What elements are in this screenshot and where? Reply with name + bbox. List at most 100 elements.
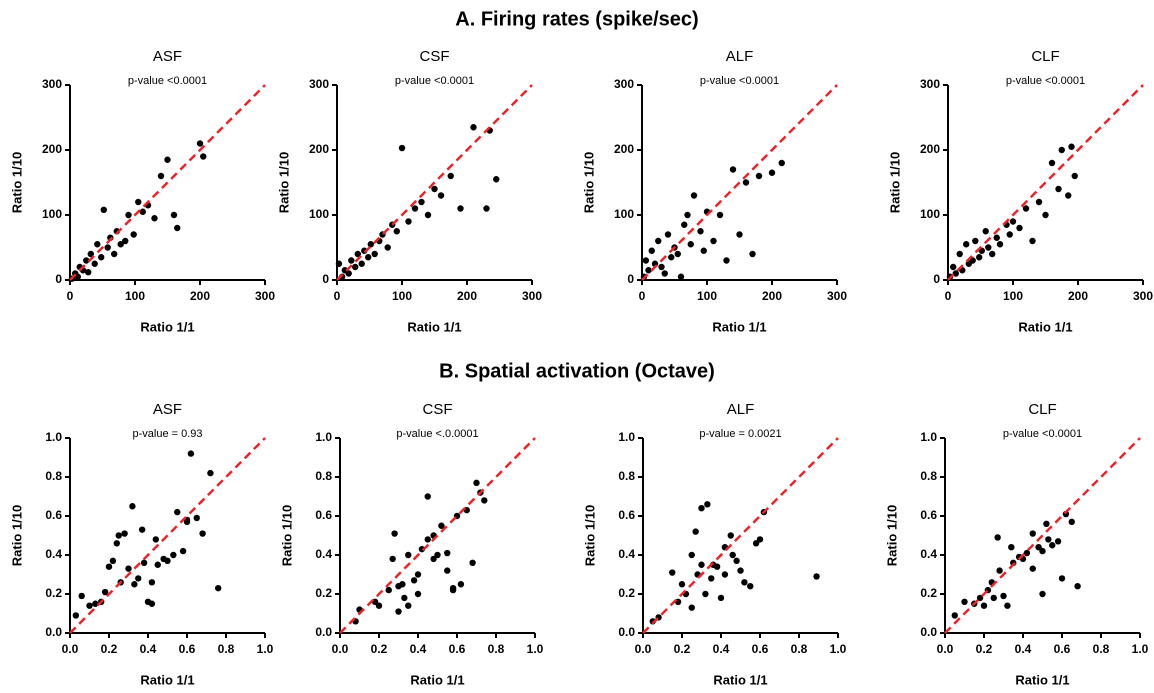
data-point [1008,544,1015,551]
panel-title: CLF [1031,48,1059,65]
data-point [1058,146,1065,154]
data-point [164,557,171,565]
data-point [756,536,764,543]
y-axis-label: Ratio 1/10 [582,505,597,566]
x-axis-label: Ratio 1/1 [140,319,194,334]
y-tick-label: 0.6 [920,508,937,522]
y-tick-label: 300 [309,77,329,91]
data-point [348,257,355,264]
p-value: p-value <0.0001 [1006,75,1085,87]
x-tick-label: 100 [697,289,717,303]
data-point [648,247,655,254]
x-tick-label: 0.8 [1093,642,1110,656]
data-point [741,579,748,586]
data-point [345,270,352,277]
data-point [697,228,704,235]
y-tick-label: 100 [309,207,329,221]
y-tick-label: 0.0 [45,625,62,639]
y-tick-label: 0.4 [920,547,937,561]
x-tick-label: 300 [1133,289,1153,303]
section-heading: A. Firing rates (spike/sec) [455,8,698,30]
data-point [1068,143,1075,150]
identity-line [944,437,1141,634]
data-point [1004,602,1011,609]
data-point [976,254,983,261]
x-axis-label: Ratio 1/1 [712,319,766,334]
data-point [994,534,1001,541]
data-point [135,575,142,582]
data-point [187,450,195,457]
data-point [83,257,90,264]
data-point [395,608,402,615]
y-tick-label: 200 [614,142,634,156]
data-point [950,263,957,271]
x-tick-label: 300 [522,289,542,303]
x-tick-label: 1.0 [1132,642,1149,656]
data-point [151,215,158,222]
data-point [389,555,396,563]
y-tick-label: 1.0 [618,430,635,444]
data-point [174,508,181,516]
data-point [1029,530,1036,537]
data-point [642,257,650,264]
y-tick-label: 0.4 [45,547,62,561]
y-tick-label: 0.8 [618,469,635,483]
x-tick-label: 1.0 [257,642,274,656]
data-point [129,503,136,510]
data-point [358,260,365,267]
y-tick-label: 100 [920,207,940,221]
data-point [677,273,685,280]
data-point [993,234,1000,241]
data-point [684,211,691,219]
x-tick-label: 0.2 [101,642,118,656]
x-tick-label: 0.8 [218,642,235,656]
data-point [755,172,763,180]
data-point [729,166,737,173]
data-point [384,244,391,251]
data-point [424,211,432,219]
data-point [152,536,159,543]
identity-line [69,84,266,281]
data-point [702,590,709,598]
panel-title: ASF [153,401,182,418]
data-point [135,198,142,206]
data-point [104,244,111,251]
x-tick-label: 200 [1068,289,1088,303]
data-point [996,241,1004,248]
data-point [179,547,187,555]
data-point [1049,542,1056,549]
y-axis-label: Ratio 1/10 [884,505,899,566]
y-tick-label: 0.4 [315,547,332,561]
data-point [778,159,785,167]
x-tick-label: 0.0 [937,642,954,656]
data-point [398,144,406,152]
y-tick-label: 0.0 [315,625,332,639]
data-point [385,586,392,594]
x-tick-label: 0.6 [752,642,769,656]
data-point [700,247,707,254]
x-tick-label: 0.4 [713,642,730,656]
identity-line [336,84,533,281]
x-axis-label: Ratio 1/1 [1015,672,1069,687]
data-point [678,581,686,588]
data-point [131,581,138,588]
y-axis-label: Ratio 1/10 [887,152,902,213]
data-point [418,198,425,206]
data-point [698,505,705,512]
data-point [710,237,717,245]
x-tick-label: 1.0 [830,642,847,656]
data-point [951,612,958,619]
y-tick-label: 0.6 [315,508,332,522]
data-point [444,549,451,557]
data-point [976,594,984,602]
data-point [1065,192,1072,199]
data-point [688,604,695,611]
data-point [493,176,500,183]
p-value: p-value <0.0001 [700,75,779,87]
data-point [985,244,992,251]
x-tick-label: 0.2 [371,642,388,656]
x-tick-label: 300 [255,289,275,303]
data-point [1048,159,1056,167]
data-point [768,169,776,176]
data-point [393,228,400,235]
